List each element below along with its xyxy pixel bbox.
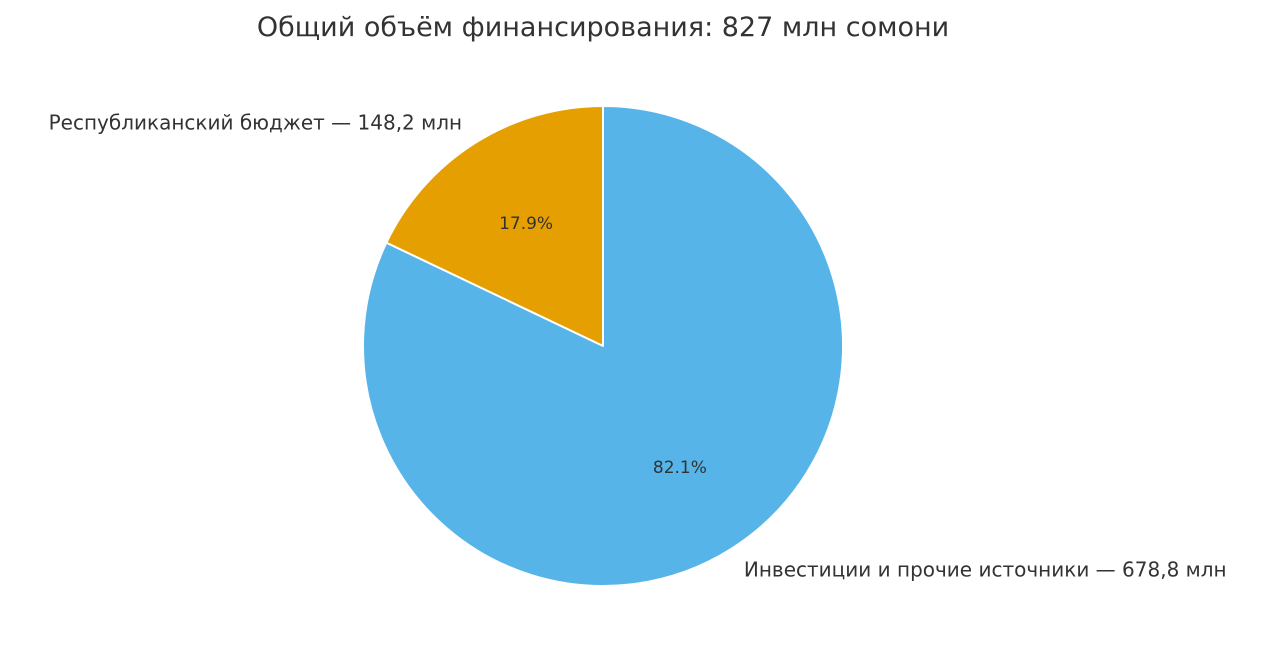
pie-slices [362, 105, 844, 587]
slice-category-label: Инвестиции и прочие источники — 678,8 мл… [744, 557, 1227, 581]
slice-category-label: Республиканский бюджет — 148,2 млн [49, 111, 462, 135]
pie-labels: 17.9% Республиканский бюджет — 148,2 млн 8… [49, 111, 1227, 582]
pie-slice-1 [385, 105, 604, 347]
slice-percent-label: 82.1% [653, 458, 707, 478]
slice-percent-label: 17.9% [499, 214, 553, 234]
chart-title: Общий объём финансирования: 827 млн сомо… [257, 12, 949, 43]
pie-slice-2 [362, 105, 844, 587]
